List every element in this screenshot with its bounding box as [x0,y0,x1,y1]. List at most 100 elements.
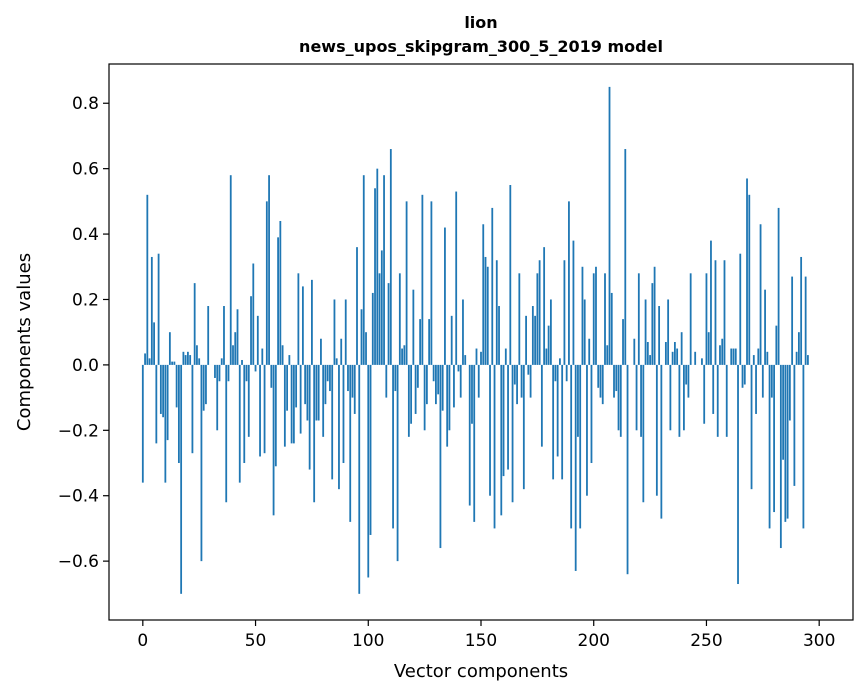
bar-190 [570,364,573,529]
bar-202 [597,364,600,388]
bar-169 [522,364,525,490]
bar-70 [299,364,302,434]
bar-230 [660,364,663,519]
bar-65 [288,355,291,365]
y-tick-label: 0.6 [72,160,99,180]
bar-266 [741,364,744,388]
bar-93 [351,364,354,398]
x-tick-label: 150 [465,631,497,651]
bar-290 [795,351,798,365]
bar-74 [308,364,311,470]
bar-135 [446,364,449,447]
bar-279 [770,364,773,398]
bar-35 [220,358,223,365]
bar-249 [703,364,706,424]
bar-95 [356,247,358,365]
bar-209 [613,364,615,398]
bar-104 [376,168,379,365]
bar-82 [326,364,329,382]
bar-156 [493,364,496,529]
bar-44 [241,359,243,365]
bar-121 [414,364,417,414]
bar-285 [784,364,787,522]
bar-32 [214,364,216,378]
bar-128 [430,201,433,365]
bar-17 [180,364,183,594]
bar-171 [527,364,530,375]
bar-188 [565,364,568,382]
bar-251 [707,332,710,365]
bar-257 [721,338,724,365]
bar-109 [387,283,390,365]
bar-254 [714,260,717,365]
bar-64 [286,364,289,411]
bar-110 [389,149,392,365]
bar-236 [673,342,676,365]
bar-28 [205,364,207,405]
bars-group [141,86,809,594]
bar-61 [279,220,282,365]
bar-201 [595,266,597,365]
bar-261 [730,348,733,365]
bar-252 [710,240,712,365]
bar-294 [804,276,807,365]
bar-85 [333,299,336,365]
chart-title-line1: lion [464,13,497,32]
bar-235 [671,351,674,365]
bar-81 [324,364,327,405]
bar-206 [606,345,609,365]
bar-207 [608,86,611,365]
bar-163 [509,185,512,365]
bar-114 [398,273,401,365]
bar-118 [407,364,410,437]
bar-98 [362,175,365,365]
bar-140 [457,364,460,372]
bar-38 [227,364,230,382]
bar-250 [705,273,708,365]
bar-9 [162,364,165,418]
bar-12 [168,332,171,365]
bar-234 [669,364,672,431]
bar-127 [428,319,431,365]
bar-116 [403,345,406,365]
y-tick-label: −0.2 [58,421,99,441]
y-tick-label: 0.4 [72,225,99,245]
bar-226 [651,283,654,365]
bar-277 [766,351,769,365]
bar-274 [759,224,762,365]
bar-52 [259,364,261,457]
bar-228 [655,364,658,496]
bar-167 [518,273,521,365]
bar-210 [615,364,618,392]
bar-272 [755,364,757,414]
bar-5 [153,322,155,365]
bar-148 [475,348,478,365]
bar-99 [365,332,367,365]
bar-292 [800,256,803,365]
bar-187 [563,260,566,365]
bar-223 [644,299,647,365]
y-axis-ticks: −0.6 −0.4 −0.2 0.0 0.2 0.4 0.6 0.8 [58,94,109,572]
bar-107 [383,175,385,365]
bar-199 [590,364,593,464]
bar-219 [635,364,638,431]
bar-248 [701,358,703,365]
bar-162 [507,364,509,470]
bar-192 [574,364,577,571]
bar-97 [360,309,363,365]
bar-66 [290,364,293,444]
bar-8 [159,364,162,414]
bar-241 [685,364,688,385]
bar-133 [441,364,444,411]
bar-25 [198,358,201,365]
plot-frame [108,63,854,621]
bar-100 [367,364,370,578]
bar-213 [622,319,624,365]
bar-145 [468,364,471,506]
bar-80 [322,364,325,437]
bar-89 [342,364,345,464]
bar-0 [141,364,144,483]
bar-295 [807,355,809,365]
bar-191 [572,240,575,365]
